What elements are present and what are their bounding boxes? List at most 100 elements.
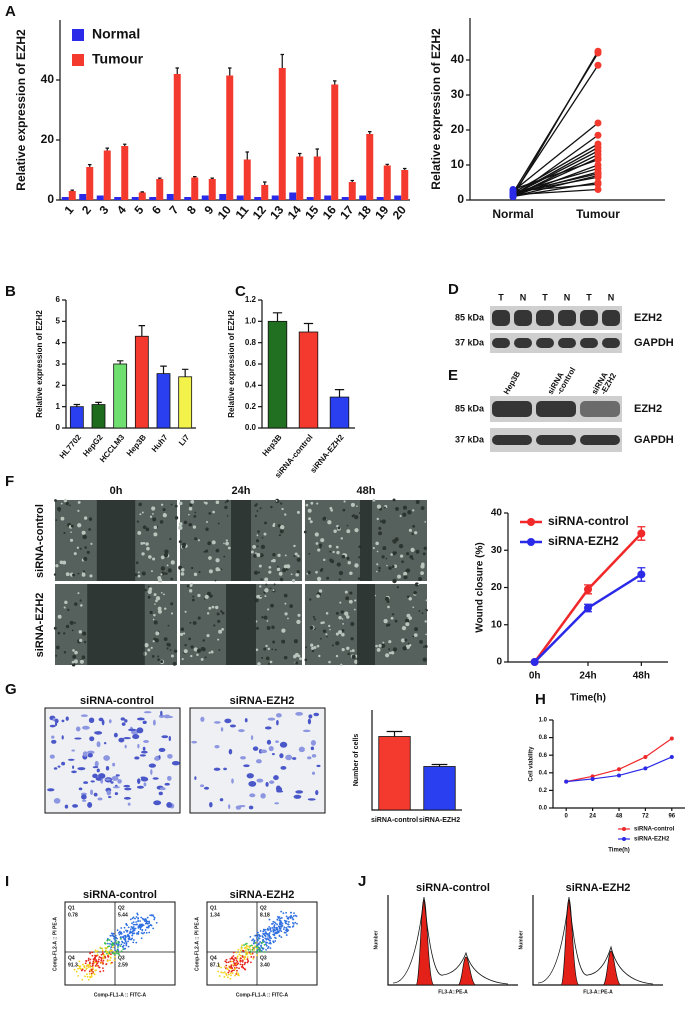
event	[243, 963, 246, 966]
cell	[311, 649, 315, 653]
event	[276, 923, 279, 926]
cell	[57, 765, 61, 768]
cell	[399, 514, 402, 518]
cell	[392, 498, 396, 502]
legend-label: siRNA-EZH2	[548, 534, 619, 548]
event	[78, 965, 81, 968]
event	[110, 940, 113, 943]
cell	[190, 654, 193, 658]
cell	[305, 503, 309, 507]
cell	[203, 550, 206, 553]
event	[108, 939, 111, 941]
cell	[412, 606, 415, 609]
cell	[57, 631, 61, 635]
point	[594, 144, 602, 151]
event	[89, 958, 92, 961]
cell	[170, 560, 175, 565]
x-tick-label: siRNA-control	[371, 817, 418, 824]
event	[265, 944, 268, 947]
cell	[208, 512, 212, 515]
panel-letter: F	[5, 473, 14, 490]
blot-band	[536, 310, 554, 326]
event	[279, 921, 282, 924]
cell	[341, 629, 345, 632]
quadrant-value: 3.40	[260, 962, 270, 968]
event	[295, 915, 298, 918]
event	[124, 947, 127, 950]
cell	[79, 547, 82, 550]
event	[106, 951, 109, 954]
bar	[289, 192, 297, 200]
event	[232, 964, 235, 966]
cell	[221, 611, 225, 615]
cell	[385, 557, 388, 560]
x-axis-label: FL3-A::PE-A	[438, 989, 468, 995]
cell	[161, 735, 169, 739]
event	[88, 972, 91, 975]
cell	[196, 648, 202, 653]
cell	[266, 626, 271, 630]
cell	[211, 605, 215, 609]
cell	[145, 527, 150, 532]
cell	[256, 594, 260, 599]
x-tick-label: 2	[79, 203, 94, 217]
quadrant-name: Q3	[118, 955, 125, 961]
event	[135, 941, 138, 944]
cell	[139, 513, 142, 516]
event	[257, 931, 259, 934]
event	[226, 976, 229, 979]
x-tick-label: 4	[114, 203, 129, 217]
g2-peak	[457, 956, 477, 986]
event	[90, 974, 93, 976]
cell	[425, 633, 428, 636]
lane-label: N	[564, 292, 571, 302]
event	[264, 935, 267, 937]
cell	[142, 541, 146, 545]
group-label: siRNA-EZH2	[34, 593, 46, 658]
event	[87, 964, 90, 967]
event	[147, 926, 150, 929]
panel-letter: J	[358, 873, 366, 890]
event	[108, 945, 110, 948]
cell	[51, 735, 55, 739]
error-bar	[385, 163, 389, 166]
legend-label: siRNA-EZH2	[634, 837, 670, 843]
cell	[412, 509, 415, 512]
cell	[279, 577, 284, 582]
bar	[226, 75, 234, 200]
cell	[180, 627, 185, 632]
cell	[152, 512, 154, 515]
panel-letter: D	[448, 281, 459, 298]
cell	[276, 567, 281, 572]
x-tick-label: 48	[616, 814, 623, 820]
event	[283, 919, 286, 922]
cell	[318, 543, 323, 547]
cell	[270, 603, 274, 608]
cell	[62, 632, 66, 635]
cell	[160, 503, 164, 506]
cell	[295, 661, 299, 665]
cell	[252, 544, 256, 549]
quadrant-value: 0.78	[68, 912, 78, 918]
y-tick-label: 40	[491, 508, 503, 519]
cell	[277, 524, 281, 528]
cell	[69, 538, 74, 542]
event	[243, 967, 246, 970]
cell	[338, 615, 342, 620]
cell	[307, 508, 312, 513]
cell	[170, 602, 174, 606]
cell	[325, 633, 328, 636]
cell	[184, 643, 187, 647]
axis	[552, 720, 685, 809]
cell	[422, 646, 425, 648]
event	[294, 921, 297, 924]
event	[280, 910, 283, 913]
cell	[266, 620, 269, 622]
cell	[216, 612, 220, 616]
event	[130, 928, 132, 931]
x-tick-label: 10	[215, 203, 235, 222]
event	[282, 928, 285, 930]
bar	[278, 68, 286, 200]
point	[669, 736, 674, 741]
cell	[330, 559, 335, 564]
